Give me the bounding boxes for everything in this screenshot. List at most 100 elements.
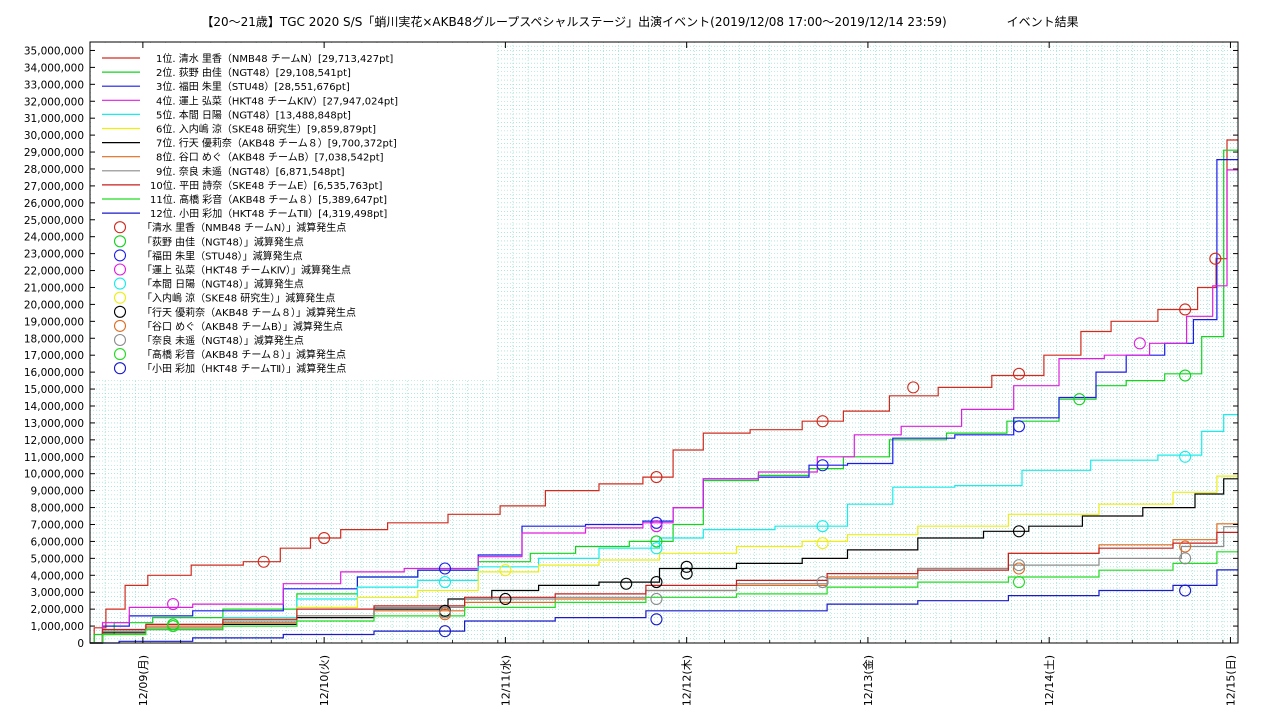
legend-marker-label-6: 「入内嶋 涼（SKE48 研究生）」減算発生点 <box>142 292 335 305</box>
y-tick-label: 31,000,000 <box>24 113 84 125</box>
y-tick-label: 23,000,000 <box>24 249 84 261</box>
legend-marker-swatch-8 <box>113 319 127 332</box>
legend-marker-swatch-6 <box>113 291 127 304</box>
y-tick-label: 8,000,000 <box>31 503 84 515</box>
legend-marker-label-1: 「清水 里香（NMB48 チームN）」減算発生点 <box>142 221 346 234</box>
event-marker-10 <box>167 620 180 633</box>
y-tick-label: 10,000,000 <box>24 469 84 481</box>
y-tick-label: 7,000,000 <box>31 519 84 531</box>
legend-label-12: 12位. 小田 彩加（HKT48 チームTⅡ）[4,319,498pt] <box>150 207 387 220</box>
event-marker-9 <box>1012 559 1026 572</box>
event-marker-1 <box>318 531 331 545</box>
legend-label-2: 2位. 荻野 由佳（NGT48）[29,108,541pt] <box>156 66 351 79</box>
event-marker-1 <box>907 381 920 394</box>
y-tick-label: 3,000,000 <box>31 587 84 599</box>
event-marker-2 <box>650 535 663 548</box>
y-tick-label: 33,000,000 <box>24 79 84 91</box>
y-tick-label: 6,000,000 <box>31 536 84 548</box>
legend-marker-swatch-4 <box>113 263 127 276</box>
event-marker-5 <box>816 520 829 533</box>
x-tick-label: 12/11(水) <box>499 655 512 706</box>
chart-title: 【20〜21歳】TGC 2020 S/S「蛸川実花×AKB48グループスペシャル… <box>0 13 1280 30</box>
event-marker-3 <box>1012 420 1026 433</box>
legend-label-7: 7位. 行天 優莉奈（AKB48 チーム８）[9,700,372pt] <box>156 137 397 150</box>
series-line-11 <box>90 551 1238 644</box>
y-tick-label: 28,000,000 <box>24 164 84 176</box>
event-marker-1 <box>1012 367 1026 380</box>
event-marker-1 <box>816 415 829 428</box>
x-tick-label: 12/15(日) <box>1224 655 1237 706</box>
series-line-1 <box>90 139 1238 644</box>
event-marker-7 <box>680 560 693 573</box>
y-tick-label: 9,000,000 <box>31 486 84 498</box>
series-line-4 <box>90 169 1238 644</box>
y-tick-label: 11,000,000 <box>24 452 84 464</box>
event-marker-4 <box>650 520 663 533</box>
event-marker-1 <box>257 555 270 568</box>
legend-marker-swatch-3 <box>113 249 127 262</box>
event-marker-7 <box>1012 525 1026 538</box>
legend-marker-label-7: 「行天 優莉奈（AKB48 チーム８）」減算発生点 <box>142 306 356 319</box>
legend-marker-label-10: 「髙橋 彩音（AKB48 チーム８）」減算発生点 <box>142 348 346 361</box>
chart-subtitle: イベント結果 <box>1006 15 1079 29</box>
legend-marker-label-5: 「本間 日陽（NGT48）」減算発生点 <box>142 278 304 291</box>
series-layer <box>90 139 1238 644</box>
event-marker-1 <box>1209 252 1222 265</box>
event-marker-9 <box>650 592 663 606</box>
legend-marker-swatch-5 <box>113 277 127 290</box>
event-marker-7 <box>650 576 663 589</box>
y-tick-label: 30,000,000 <box>24 130 84 142</box>
legend-label-11: 11位. 髙橋 彩音（AKB48 チーム８）[5,389,647pt] <box>150 193 387 206</box>
markers-layer <box>167 252 1222 638</box>
x-tick-label: 12/14(土) <box>1043 655 1056 706</box>
event-marker-4 <box>167 598 180 611</box>
legend-marker-label-4: 「運上 弘菜（HKT48 チームKⅣ）」減算発生点 <box>142 264 351 277</box>
y-tick-label: 14,000,000 <box>24 401 84 413</box>
legend-marker-swatch-1 <box>113 221 127 234</box>
legend-marker-label-11: 「小田 彩加（HKT48 チームTⅡ）」減算発生点 <box>142 362 346 375</box>
y-tick-label: 26,000,000 <box>24 198 84 210</box>
event-marker-5 <box>650 542 663 555</box>
event-marker-8 <box>1179 540 1192 553</box>
event-marker-9 <box>438 606 452 619</box>
legend-label-9: 9位. 奈良 未遥（NGT48）[6,871,548pt] <box>156 165 345 178</box>
legend-marker-label-3: 「福田 朱里（STU48）」減算発生点 <box>142 249 303 262</box>
y-tick-label: 12,000,000 <box>24 435 84 447</box>
y-tick-label: 24,000,000 <box>24 232 84 244</box>
legend-marker-label-8: 「谷口 めぐ（AKB48 チームB）」減算発生点 <box>142 320 343 333</box>
event-marker-7 <box>620 577 633 590</box>
legend-box <box>92 44 496 381</box>
event-marker-4 <box>1133 337 1146 350</box>
event-marker-10 <box>1012 576 1026 589</box>
x-tick-label: 12/12(木) <box>681 655 694 706</box>
y-tick-label: 17,000,000 <box>24 350 84 362</box>
plot-frame <box>89 41 1239 644</box>
chart-title-main: 【20〜21歳】TGC 2020 S/S「蛸川実花×AKB48グループスペシャル… <box>201 15 947 29</box>
event-marker-7 <box>680 567 693 580</box>
event-marker-1 <box>1179 303 1192 316</box>
legend-label-4: 4位. 運上 弘菜（HKT48 チームKⅣ）[27,947,024pt] <box>156 94 398 107</box>
legend-label-1: 1位. 清水 里香（NMB48 チームN）[29,713,427pt] <box>156 52 393 65</box>
event-marker-11 <box>438 625 452 638</box>
y-tick-label: 19,000,000 <box>24 316 84 328</box>
event-marker-5 <box>438 576 452 589</box>
legend-marker-swatch-2 <box>113 235 127 248</box>
y-tick-label: 20,000,000 <box>24 299 84 311</box>
legend-label-5: 5位. 本間 日陽（NGT48）[13,488,848pt] <box>156 108 351 121</box>
series-line-2 <box>90 149 1238 644</box>
legend-marker-swatch-9 <box>113 333 127 347</box>
y-tick-label: 2,000,000 <box>31 604 84 616</box>
x-tick-label: 12/09(月) <box>137 655 150 706</box>
legend-marker-swatch-11 <box>113 362 127 375</box>
y-tick-label: 22,000,000 <box>24 266 84 278</box>
y-tick-label: 4,000,000 <box>31 570 84 582</box>
y-tick-label: 13,000,000 <box>24 418 84 430</box>
event-marker-2 <box>1179 369 1192 382</box>
legend-marker-swatch-10 <box>113 348 127 361</box>
event-marker-3 <box>438 562 452 575</box>
event-marker-9 <box>1179 552 1192 565</box>
event-marker-5 <box>1179 450 1192 463</box>
y-tick-label: 5,000,000 <box>31 553 84 565</box>
legend-label-10: 10位. 平田 詩奈（SKE48 チームE）[6,535,763pt] <box>150 179 382 192</box>
y-tick-label: 35,000,000 <box>24 45 84 57</box>
